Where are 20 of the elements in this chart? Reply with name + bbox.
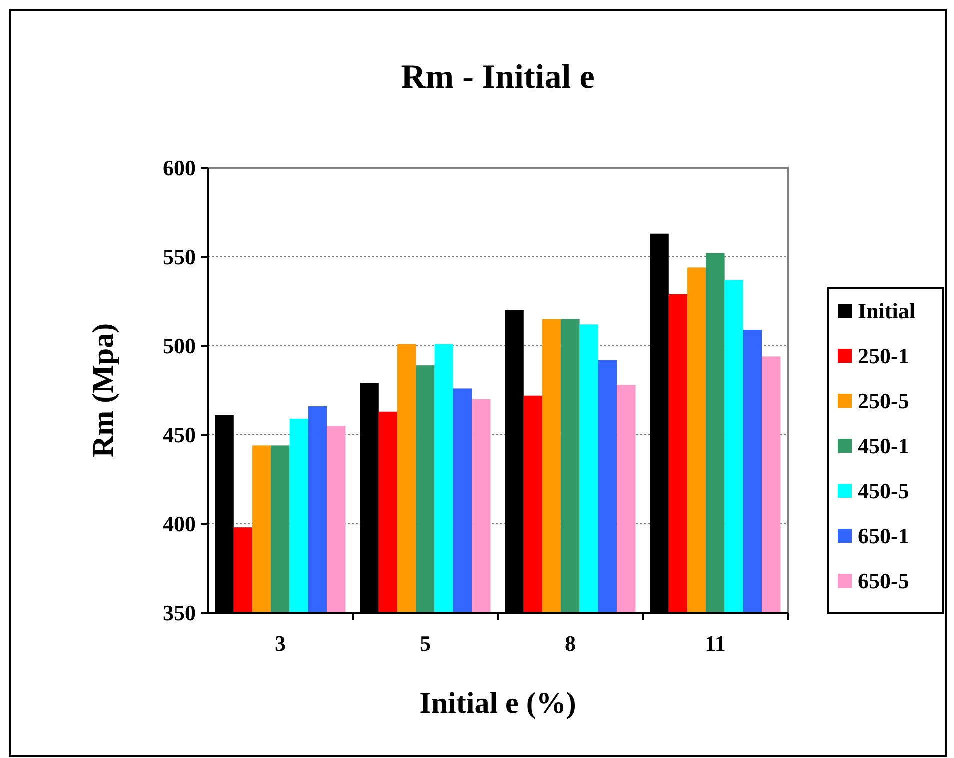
legend-label: 250-1 xyxy=(858,344,910,369)
y-tick-label: 450 xyxy=(163,422,196,448)
x-axis-title: Initial e (%) xyxy=(420,687,576,720)
legend-label: 250-5 xyxy=(858,388,910,414)
y-tick-label: 350 xyxy=(163,600,196,626)
x-tick-label: 11 xyxy=(705,631,726,656)
y-tick-label: 400 xyxy=(163,512,196,537)
x-tick-label: 3 xyxy=(275,631,286,656)
legend-label: 650-1 xyxy=(858,524,910,549)
y-tick-label: 500 xyxy=(163,334,196,359)
legend-label: 450-5 xyxy=(858,478,910,504)
y-tick-label: 550 xyxy=(163,244,196,270)
y-axis-title: Rm (Mpa) xyxy=(87,323,120,458)
legend-label: 450-1 xyxy=(858,434,910,459)
legend-label: Initial xyxy=(858,298,916,324)
y-tick-label: 600 xyxy=(163,156,196,181)
chart-title: Rm - Initial e xyxy=(401,59,595,96)
x-tick-label: 5 xyxy=(420,631,431,656)
x-tick-label: 8 xyxy=(565,631,576,656)
legend-label: 650-5 xyxy=(858,568,910,594)
